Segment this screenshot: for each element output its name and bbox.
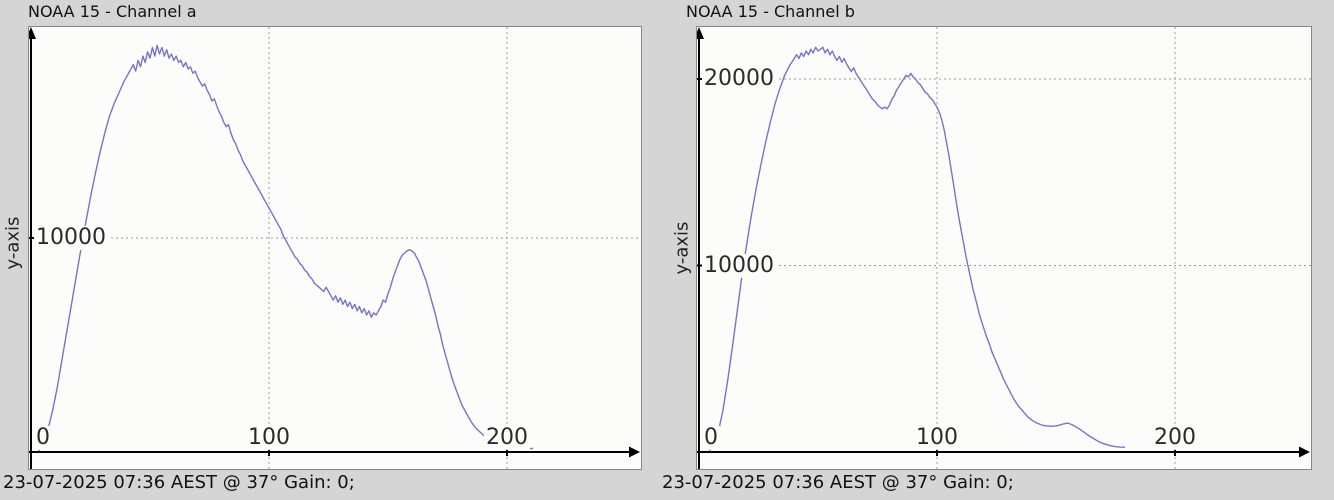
histogram-curve xyxy=(37,44,534,453)
x-tick-label: 100 xyxy=(246,424,292,451)
histogram-chart-svg xyxy=(29,27,641,469)
chart-title-a: NOAA 15 - Channel a xyxy=(28,2,197,21)
caption-b: 23-07-2025 07:36 AEST @ 37° Gain: 0; xyxy=(662,472,1014,493)
x-axis-arrow-icon xyxy=(629,446,640,458)
plot-area-a: 10000 0 100 200 xyxy=(28,26,642,470)
x-tick-label: 100 xyxy=(914,424,960,451)
x-tick-label: 0 xyxy=(34,424,52,451)
y-tick-label: 10000 xyxy=(34,224,108,251)
y-axis-label-b: y-axis xyxy=(671,221,693,275)
x-tick-label: 200 xyxy=(1152,424,1198,451)
histogram-chart-svg xyxy=(697,27,1311,469)
panel-channel-b: NOAA 15 - Channel b y-axis 10000 20000 0 10… xyxy=(646,0,1334,500)
x-tick-label: 0 xyxy=(702,424,720,451)
y-tick-label: 10000 xyxy=(702,252,776,278)
chart-title-b: NOAA 15 - Channel b xyxy=(686,2,855,21)
x-axis-arrow-icon xyxy=(1299,446,1310,458)
y-axis-arrow-icon xyxy=(697,27,704,39)
x-tick-label: 200 xyxy=(484,424,530,451)
plot-area-b: 10000 20000 0 100 200 xyxy=(696,26,1312,470)
histogram-curve xyxy=(707,46,1126,453)
panel-channel-a: NOAA 15 - Channel a y-axis 10000 0 100 200 … xyxy=(0,0,646,500)
caption-a: 23-07-2025 07:36 AEST @ 37° Gain: 0; xyxy=(3,472,355,493)
y-tick-label: 20000 xyxy=(702,65,776,92)
y-axis-arrow-icon xyxy=(29,27,36,39)
y-axis-label-a: y-axis xyxy=(2,216,24,270)
